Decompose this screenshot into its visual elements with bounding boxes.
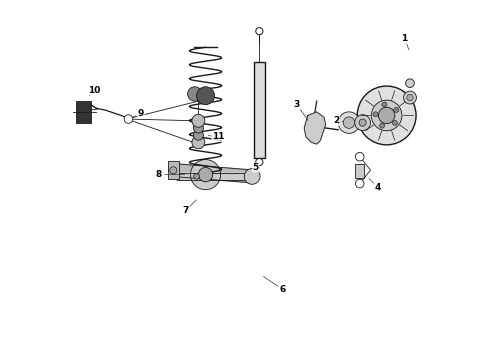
Circle shape [188,87,202,101]
Circle shape [392,120,397,125]
Bar [254,62,265,158]
Polygon shape [176,164,253,183]
Circle shape [407,94,413,101]
Text: 3: 3 [294,100,300,109]
Polygon shape [176,172,252,180]
Text: 9: 9 [138,109,144,118]
Circle shape [343,117,355,129]
Circle shape [359,119,366,126]
Circle shape [196,87,215,105]
Text: 1: 1 [401,34,408,43]
Circle shape [403,91,416,104]
Circle shape [355,179,364,188]
Circle shape [192,114,205,127]
Circle shape [192,136,205,149]
Text: 4: 4 [374,183,381,192]
Text: 6: 6 [279,285,286,294]
Text: 10: 10 [88,86,100,95]
Circle shape [194,130,203,140]
Text: 2: 2 [333,116,340,125]
Circle shape [355,152,364,161]
Circle shape [338,112,360,134]
Circle shape [256,158,263,166]
Circle shape [406,79,414,87]
Bar [76,101,91,123]
Circle shape [373,112,378,117]
Text: 8: 8 [156,170,162,179]
Circle shape [378,107,395,124]
Polygon shape [304,112,326,144]
Circle shape [355,115,370,131]
Circle shape [245,168,260,184]
Bar [355,164,365,178]
Circle shape [357,86,416,145]
Circle shape [194,123,203,133]
Circle shape [394,107,399,112]
Text: 11: 11 [212,132,224,141]
Bar [168,161,179,179]
Circle shape [382,102,387,107]
Circle shape [124,115,133,123]
Circle shape [256,28,263,35]
Circle shape [380,123,385,128]
Circle shape [371,100,402,131]
Circle shape [170,167,177,174]
Text: 7: 7 [183,206,189,215]
Circle shape [198,167,213,182]
Circle shape [191,159,220,190]
Circle shape [194,174,199,179]
Text: 5: 5 [253,163,259,172]
